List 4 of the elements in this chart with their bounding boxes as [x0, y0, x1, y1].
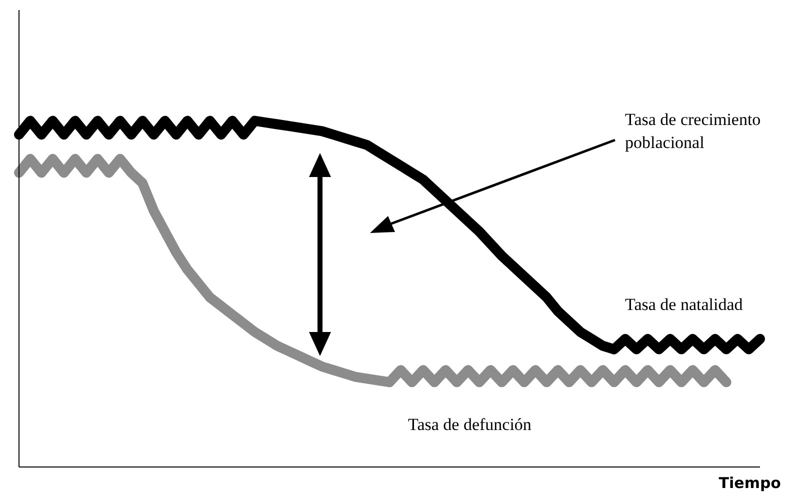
x-axis-title: Tiempo — [718, 474, 781, 492]
series-label: Tasa de natalidad — [625, 295, 743, 315]
annotation: Tasa de crecimiento poblacional — [625, 109, 762, 154]
series-label: Tasa de defunción — [408, 415, 532, 435]
